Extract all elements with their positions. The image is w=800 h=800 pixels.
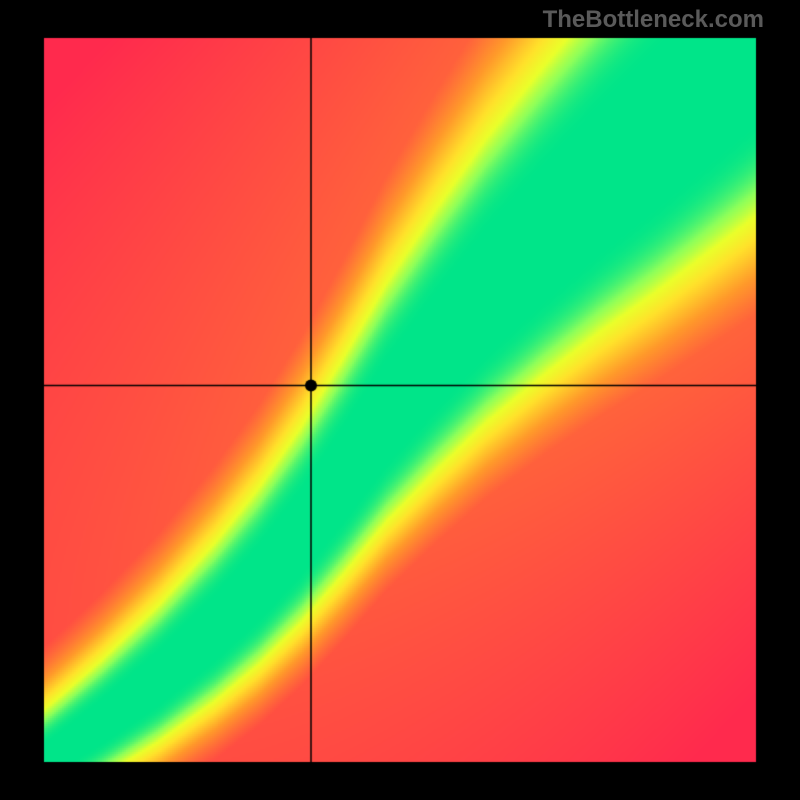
watermark-text: TheBottleneck.com [543,6,764,34]
bottleneck-heatmap [0,0,800,800]
chart-container: TheBottleneck.com [0,0,800,800]
